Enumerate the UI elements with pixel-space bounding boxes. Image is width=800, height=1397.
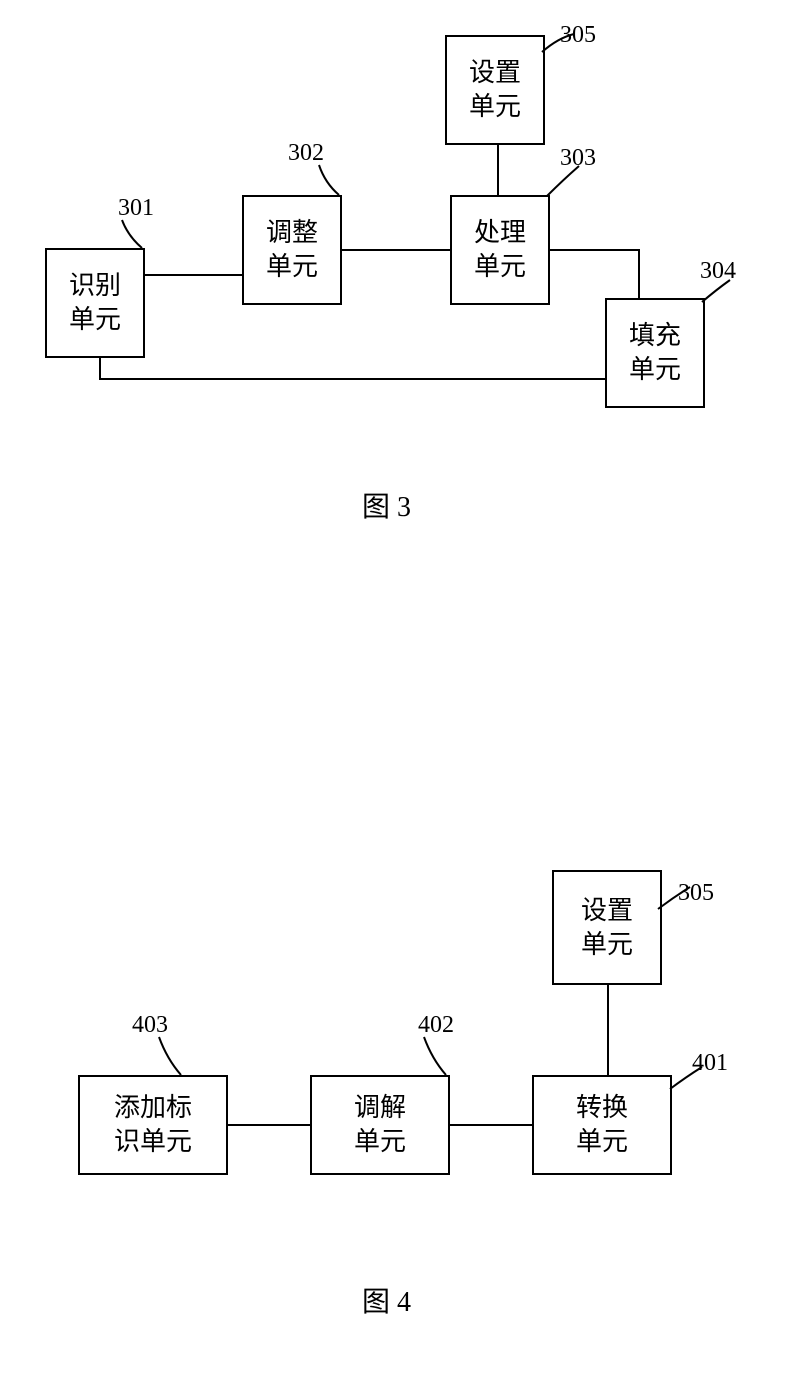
node-304: 填充单元 <box>605 298 705 408</box>
edge-402-403 <box>228 1124 310 1126</box>
node-label: 填充单元 <box>629 319 681 387</box>
node-label: 调整单元 <box>266 216 318 284</box>
node-301: 识别单元 <box>45 248 145 358</box>
leader-305-fig3 <box>540 30 580 60</box>
caption-fig4: 图 4 <box>362 1280 411 1320</box>
edge-305-401 <box>607 985 609 1075</box>
node-401: 转换单元 <box>532 1075 672 1175</box>
leader-403 <box>155 1035 195 1079</box>
node-label: 设置单元 <box>469 56 521 124</box>
edge-301-302 <box>145 274 242 276</box>
leader-304 <box>700 278 740 306</box>
edge-305-303 <box>497 145 499 195</box>
edge-301-304-h <box>99 378 605 380</box>
leader-302 <box>315 163 355 199</box>
node-label: 调解单元 <box>354 1091 406 1159</box>
node-402: 调解单元 <box>310 1075 450 1175</box>
node-label: 设置单元 <box>581 894 633 962</box>
edge-303-304-v <box>638 249 640 298</box>
leader-401 <box>668 1065 708 1095</box>
node-305-fig3: 设置单元 <box>445 35 545 145</box>
node-303: 处理单元 <box>450 195 550 305</box>
edge-303-304-h <box>550 249 640 251</box>
node-403: 添加标识单元 <box>78 1075 228 1175</box>
edge-301-304-v <box>99 358 101 380</box>
leader-402 <box>420 1035 460 1079</box>
leader-305-fig4 <box>656 885 696 915</box>
edge-401-402 <box>450 1124 532 1126</box>
diagram-canvas: 设置单元 305 调整单元 302 处理单元 303 识别单元 301 填充单元… <box>0 0 800 1397</box>
node-label: 识别单元 <box>69 269 121 337</box>
leader-303 <box>545 162 585 200</box>
node-label: 转换单元 <box>576 1091 628 1159</box>
node-302: 调整单元 <box>242 195 342 305</box>
caption-fig3: 图 3 <box>362 485 411 525</box>
node-label: 添加标识单元 <box>114 1091 192 1159</box>
leader-301 <box>118 218 158 252</box>
node-label: 处理单元 <box>474 216 526 284</box>
edge-302-303 <box>342 249 450 251</box>
node-305-fig4: 设置单元 <box>552 870 662 985</box>
